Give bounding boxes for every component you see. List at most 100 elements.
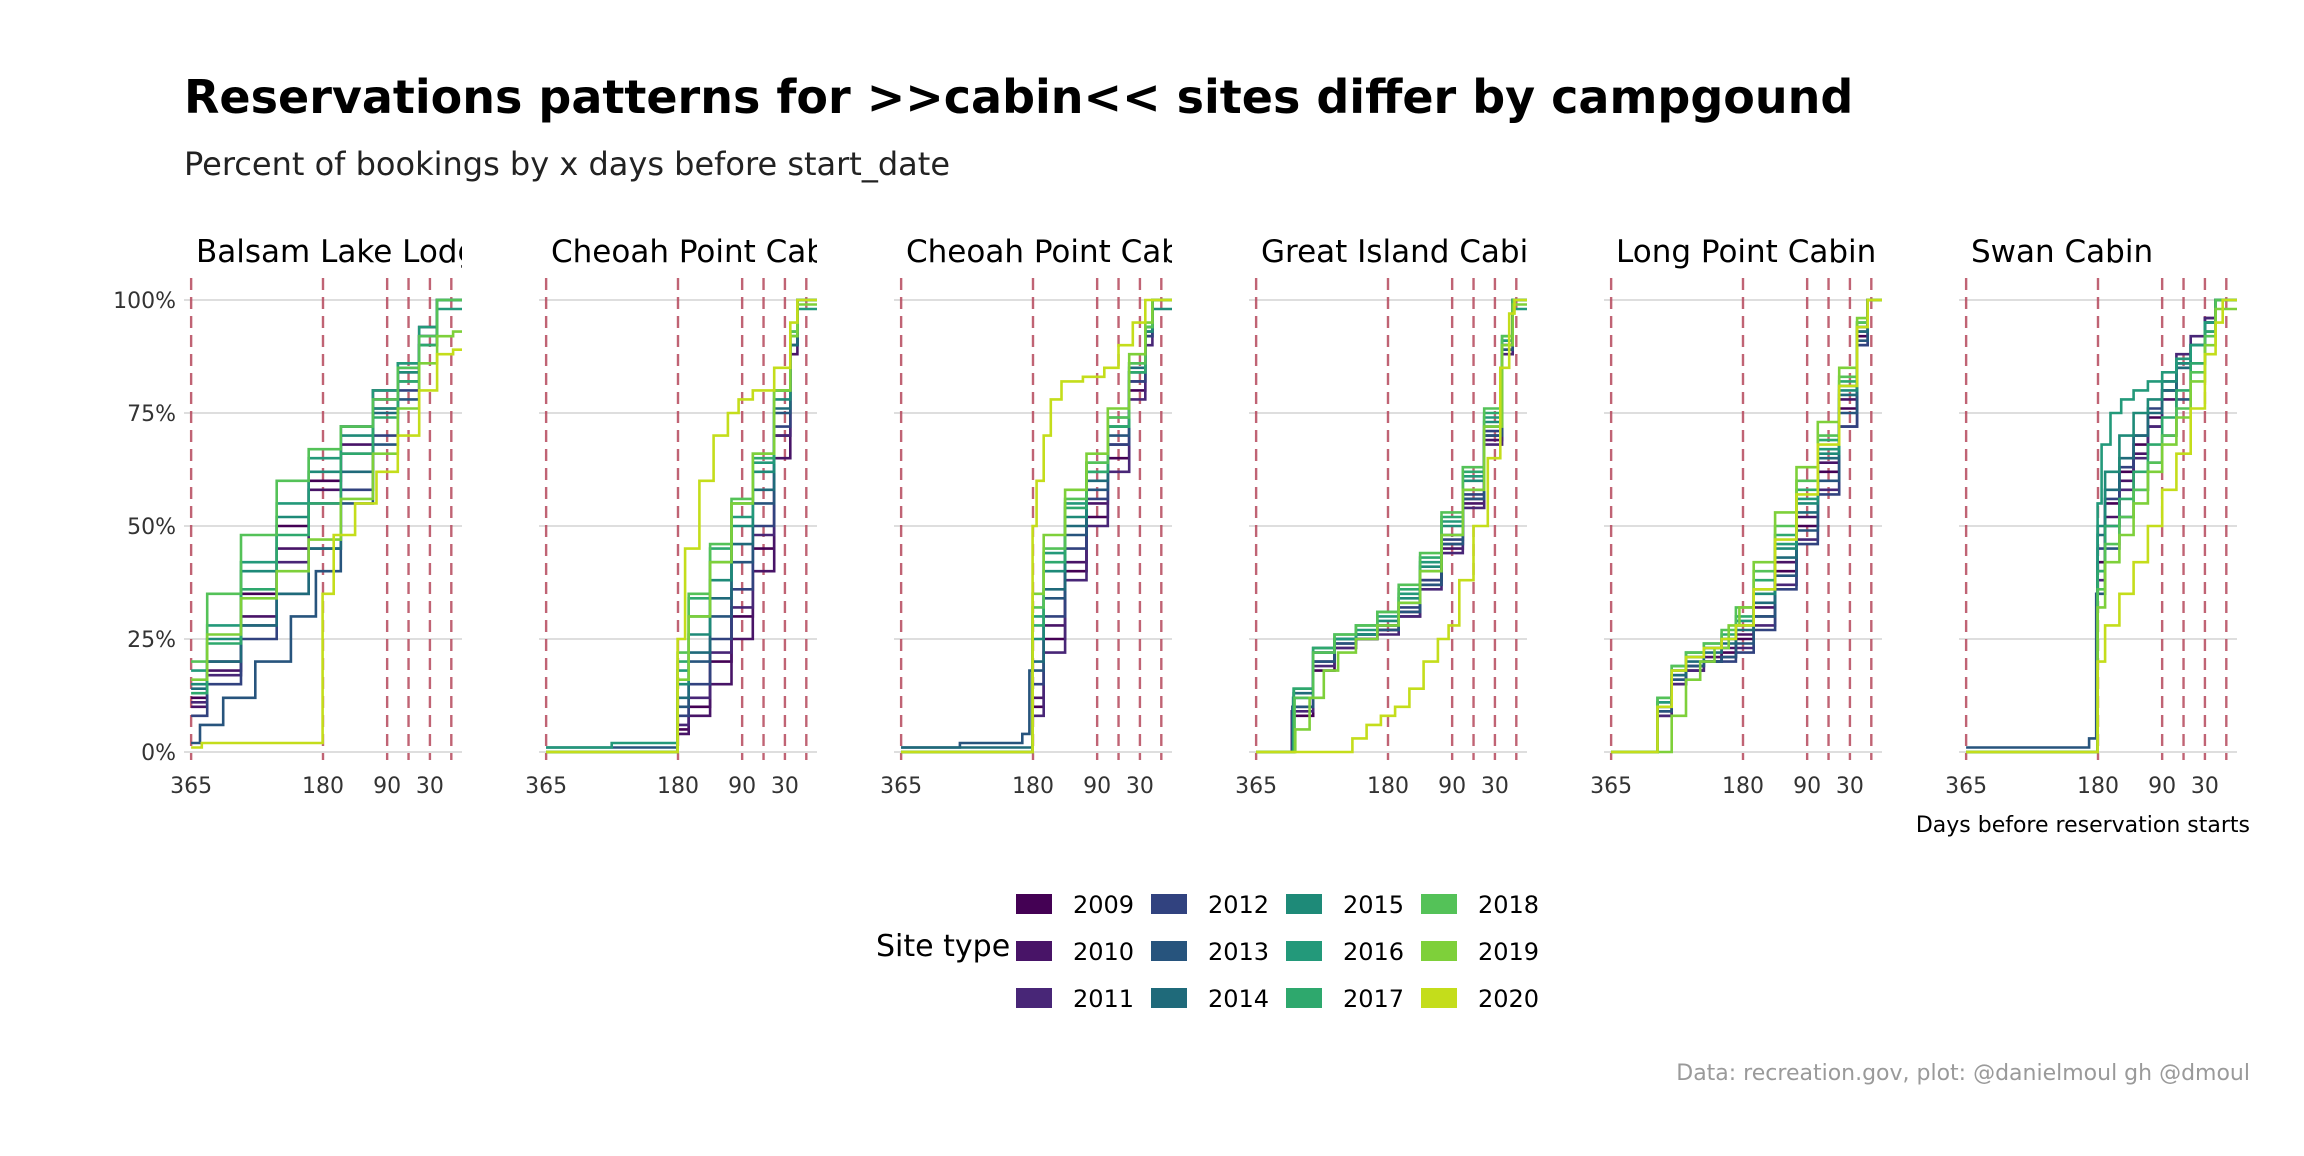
legend-swatch	[1421, 988, 1457, 1008]
series-line-2018	[1966, 298, 2237, 754]
legend-item: 2014	[1151, 985, 1269, 1013]
y-tick-label: 50%	[127, 515, 176, 540]
x-tick-label: 180	[657, 774, 699, 799]
legend-swatch	[1016, 941, 1052, 961]
legend-item: 2011	[1016, 985, 1134, 1013]
legend-item: 2012	[1151, 891, 1269, 919]
legend-swatch	[1016, 894, 1052, 914]
legend-swatch	[1286, 894, 1322, 914]
x-tick-label: 30	[2191, 774, 2219, 799]
x-tick-label: 30	[1481, 774, 1509, 799]
facet-title: Balsam Lake Lodg	[196, 234, 477, 270]
series-line-2013	[191, 298, 462, 745]
series-line-2020	[901, 298, 1172, 754]
x-tick-label: 30	[1126, 774, 1154, 799]
legend-label: 2019	[1478, 938, 1539, 966]
legend-swatch	[1151, 941, 1187, 961]
legend-swatch	[1286, 941, 1322, 961]
legend-item: 2013	[1151, 938, 1269, 966]
series-line-2011	[1966, 298, 2237, 754]
legend-item: 2018	[1421, 891, 1539, 919]
x-tick-label: 180	[1367, 774, 1409, 799]
series-line-2016	[546, 307, 817, 749]
legend-item: 2016	[1286, 938, 1404, 966]
legend-swatch	[1421, 894, 1457, 914]
legend-item: 2020	[1421, 985, 1539, 1013]
x-tick-label: 90	[373, 774, 401, 799]
legend-item: 2019	[1421, 938, 1539, 966]
chart-caption: Data: recreation.gov, plot: @danielmoul …	[1676, 1061, 2250, 1086]
series-group	[1966, 298, 2237, 754]
y-tick-label: 0%	[141, 741, 176, 766]
x-tick-label: 365	[525, 774, 567, 799]
facet-title: Cheoah Point Cabi	[551, 234, 835, 270]
facet-title: Swan Cabin	[1971, 234, 2153, 270]
legend-swatch	[1151, 894, 1187, 914]
x-tick-label: 180	[1722, 774, 1764, 799]
legend-label: 2017	[1343, 985, 1404, 1013]
legend-item: 2009	[1016, 891, 1134, 919]
series-line-2020	[546, 298, 817, 754]
series-line-2014	[191, 298, 462, 690]
y-tick-label: 100%	[113, 289, 176, 314]
series-line-2019	[1256, 303, 1527, 754]
legend-label: 2011	[1073, 985, 1134, 1013]
x-tick-label: 90	[2148, 774, 2176, 799]
legend-label: 2015	[1343, 891, 1404, 919]
facet-title: Great Island Cabir	[1261, 234, 1541, 270]
series-line-2013	[1966, 298, 2237, 749]
legend-swatch	[1421, 941, 1457, 961]
x-tick-label: 365	[1235, 774, 1277, 799]
x-tick-label: 180	[302, 774, 344, 799]
series-group	[1256, 298, 1527, 754]
facet-panel: Great Island Cabir 365 180 90 30	[1235, 234, 1541, 799]
series-line-2020	[1256, 298, 1527, 754]
x-tick-label: 30	[416, 774, 444, 799]
x-tick-label: 90	[728, 774, 756, 799]
legend-swatch	[1016, 988, 1052, 1008]
legend-label: 2009	[1073, 891, 1134, 919]
legend-label: 2016	[1343, 938, 1404, 966]
x-tick-label: 365	[880, 774, 922, 799]
x-tick-label: 30	[1836, 774, 1864, 799]
legend-item: 2015	[1286, 891, 1404, 919]
x-axis-label: Days before reservation starts	[1916, 813, 2250, 838]
x-tick-label: 180	[2077, 774, 2119, 799]
series-line-2015	[901, 307, 1172, 754]
chart-subtitle: Percent of bookings by x days before sta…	[184, 145, 950, 183]
legend-label: 2010	[1073, 938, 1134, 966]
x-tick-label: 90	[1438, 774, 1466, 799]
series-line-2020	[1611, 298, 1882, 754]
x-tick-label: 365	[170, 774, 212, 799]
legend-label: 2020	[1478, 985, 1539, 1013]
y-tick-label: 75%	[127, 402, 176, 427]
legend-item: 2010	[1016, 938, 1134, 966]
legend-item: 2017	[1286, 985, 1404, 1013]
x-tick-label: 180	[1012, 774, 1054, 799]
legend-label: 2018	[1478, 891, 1539, 919]
x-tick-label: 90	[1793, 774, 1821, 799]
legend-swatch	[1151, 988, 1187, 1008]
facet-panel: Cheoah Point Cabi 365 180 90 30	[880, 234, 1190, 799]
x-tick-label: 365	[1945, 774, 1987, 799]
x-tick-label: 30	[771, 774, 799, 799]
series-line-2011	[191, 298, 462, 704]
series-line-2018	[191, 298, 462, 663]
facet-panel: Long Point Cabin (365 180 90 30	[1590, 234, 1882, 799]
x-tick-label: 90	[1083, 774, 1111, 799]
chart-title: Reservations patterns for >>cabin<< site…	[184, 70, 1853, 124]
facet-panels: Balsam Lake Lodg 0% 25% 50% 75% 100% 365 180 90 3…	[113, 234, 2237, 799]
legend: Site type 2009 2010 2011 2012 2013 2014 2015 201…	[876, 891, 1539, 1013]
series-group	[546, 298, 817, 754]
legend-label: 2014	[1208, 985, 1269, 1013]
facet-panel: Balsam Lake Lodg 0% 25% 50% 75% 100% 365 180 90 3…	[113, 234, 477, 799]
legend-label: 2012	[1208, 891, 1269, 919]
series-line-2016	[1256, 307, 1527, 754]
series-line-2020	[191, 348, 462, 749]
x-tick-label: 365	[1590, 774, 1632, 799]
series-line-2019	[191, 330, 462, 681]
series-line-2017	[1966, 298, 2237, 754]
facet-title: Cheoah Point Cabi	[906, 234, 1190, 270]
